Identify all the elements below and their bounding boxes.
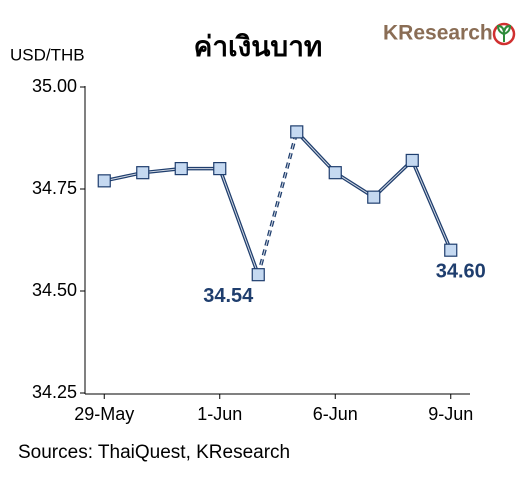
x-tick-label: 6-Jun <box>313 404 358 424</box>
marker <box>251 268 265 282</box>
y-tick-label: 35.00 <box>32 76 77 96</box>
chart-title: ค่าเงินบาท <box>194 30 323 63</box>
marker <box>213 162 227 176</box>
marker <box>405 153 419 168</box>
value-label: 34.54 <box>203 285 254 307</box>
marker <box>136 166 150 180</box>
marker <box>97 174 111 188</box>
y-tick-label: 34.75 <box>32 178 77 198</box>
value-label: 34.60 <box>436 260 486 282</box>
y-axis-label: USD/THB <box>10 45 85 64</box>
x-tick-label: 29-May <box>74 404 134 424</box>
line <box>103 166 260 276</box>
marker <box>174 162 188 176</box>
marker <box>444 243 458 257</box>
line-highlight <box>257 131 298 275</box>
x-tick-label: 1-Jun <box>197 404 242 424</box>
logo-icon <box>492 22 516 46</box>
y-tick-label: 34.25 <box>32 382 77 402</box>
marker <box>290 125 304 139</box>
x-tick-label: 9-Jun <box>428 404 473 424</box>
logo: KResearch <box>383 22 493 45</box>
line-highlight <box>104 168 259 275</box>
source: Sources: ThaiQuest, KResearch <box>18 442 290 463</box>
marker <box>367 190 381 204</box>
y-tick-label: 34.50 <box>32 280 77 300</box>
marker <box>328 166 342 180</box>
